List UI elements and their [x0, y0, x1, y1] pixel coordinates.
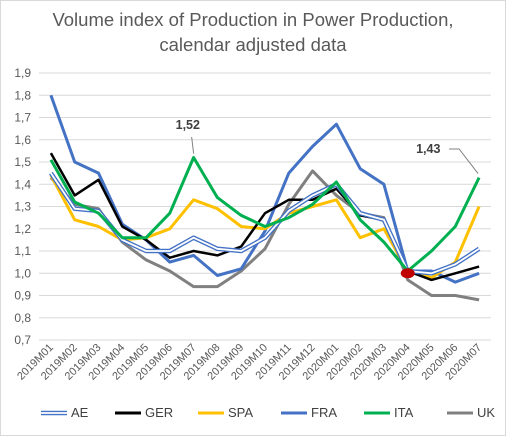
series-line-fra — [49, 94, 480, 284]
chart-title-line-1: Volume index of Production in Power Prod… — [52, 9, 453, 30]
y-axis-tick-labels: 0,7 0,8 0,9 1,0 1,1 1,2 1,3 1,4 1,5 1,6 1,7 1,8 1,9 — [14, 66, 31, 347]
highlight-marker — [400, 268, 415, 279]
y-tick-label: 1,3 — [14, 200, 31, 214]
chart-title-line-2: calendar adjusted data — [159, 34, 347, 55]
x-axis-tick-labels: 2019M012019M022019M032019M042019M052019M… — [15, 342, 484, 383]
y-tick-label: 0,8 — [14, 311, 31, 325]
y-tick-label: 1,9 — [14, 66, 31, 80]
legend-label-spa: SPA — [228, 405, 253, 420]
y-tick-label: 1,5 — [14, 155, 31, 169]
y-tick-label: 1,6 — [14, 133, 31, 147]
y-tick-label: 1,1 — [14, 244, 31, 258]
y-tick-label: 0,9 — [14, 289, 31, 303]
annotation-leader — [449, 148, 479, 174]
y-tick-label: 0,7 — [14, 333, 31, 347]
series-line-ae-inner — [50, 172, 480, 275]
y-tick-label: 1,4 — [14, 177, 31, 191]
series-line-ae — [49, 171, 481, 276]
annotation-label: 1,52 — [176, 118, 200, 132]
annotation-leader — [191, 136, 195, 154]
series-line-ger — [49, 152, 480, 282]
y-tick-label: 1,2 — [14, 222, 31, 236]
legend-label-uk: UK — [477, 405, 495, 420]
legend-label-fra: FRA — [311, 405, 337, 420]
series-lines — [49, 94, 481, 302]
legend-label-ae: AE — [71, 405, 89, 420]
chart-title: Volume index of Production in Power Prod… — [52, 9, 453, 55]
y-tick-label: 1,8 — [14, 88, 31, 102]
y-tick-label: 1,0 — [14, 266, 31, 280]
legend-label-ger: GER — [145, 405, 173, 420]
legend-label-ita: ITA — [394, 405, 414, 420]
gridlines — [39, 72, 491, 341]
legend: AE GER SPA FRA ITA UK — [41, 405, 495, 420]
annotations: 1,52 1,43 — [176, 118, 479, 174]
annotation-label: 1,43 — [416, 142, 440, 156]
y-tick-label: 1,7 — [14, 111, 31, 125]
